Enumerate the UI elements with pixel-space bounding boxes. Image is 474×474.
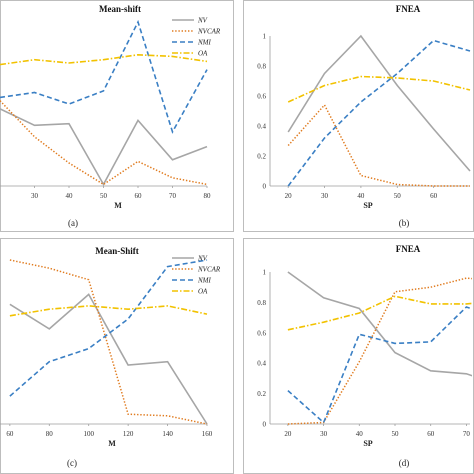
- legend-label-nmi: NMI: [197, 39, 212, 47]
- x-tick-label: 30: [321, 192, 329, 200]
- panel-caption: (b): [399, 218, 410, 228]
- x-tick-label: 140: [162, 430, 173, 438]
- x-tick-label: 80: [204, 192, 212, 200]
- y-tick-label: 0.4: [257, 360, 266, 368]
- x-tick-label: 30: [320, 430, 328, 438]
- series-line-oa: [287, 75, 471, 103]
- panel-caption: (c): [67, 458, 77, 468]
- x-tick-label: 20: [285, 192, 293, 200]
- x-tick-label: 40: [357, 192, 365, 200]
- series-line-nvcar: [0, 100, 208, 186]
- panel-border: [243, 238, 474, 474]
- y-tick-label: 0.2: [257, 390, 266, 398]
- x-tick-label: 160: [202, 430, 213, 438]
- x-tick-label: 60: [135, 192, 143, 200]
- series-line-nmi: [287, 39, 471, 187]
- y-tick-label: 0.2: [257, 153, 266, 161]
- y-tick-label: 1: [263, 269, 267, 277]
- series-line-nvcar: [287, 103, 470, 187]
- x-tick-label: 100: [83, 430, 94, 438]
- series-line-nmi: [0, 19, 208, 134]
- series-line-oa: [287, 295, 472, 331]
- y-tick-label: 0.8: [257, 63, 266, 71]
- series-line-nv: [287, 34, 471, 172]
- series-line-nv: [287, 271, 472, 377]
- x-tick-label: 40: [66, 192, 74, 200]
- x-tick-label: 120: [123, 430, 134, 438]
- x-tick-label: 60: [6, 430, 14, 438]
- series-line-oa: [9, 305, 208, 317]
- legend-label-nvcar: NVCAR: [197, 266, 221, 274]
- x-axis-label: SP: [363, 439, 372, 448]
- x-tick-label: 70: [463, 430, 471, 438]
- chart-title: FNEA: [396, 4, 421, 14]
- legend-label-oa: OA: [198, 50, 208, 58]
- series-line-nv: [0, 108, 208, 187]
- panel-c: Mean-Shift 60 80 100 120 140 160 M (c) NV NVCAR NMI…: [0, 238, 234, 474]
- x-tick-label: 50: [392, 430, 400, 438]
- x-tick-label: 50: [394, 192, 402, 200]
- legend-label-nv: NV: [197, 17, 208, 25]
- x-tick-label: 30: [31, 192, 39, 200]
- y-tick-label: 0.8: [257, 299, 266, 307]
- series-line-nmi: [287, 306, 472, 424]
- x-tick-label: 20: [284, 430, 292, 438]
- panel-border: [0, 238, 234, 474]
- panel-a: Mean-shift 30 40 50 60 70 80 M (a) NV NVCAR NMI OA: [0, 0, 234, 232]
- x-axis-label: M: [108, 439, 116, 448]
- x-tick-label: 40: [356, 430, 364, 438]
- y-tick-label: 0: [263, 421, 267, 429]
- series-line-nmi: [9, 259, 208, 397]
- panel-b: FNEA 20 30 40 50 60 0 0.2 0.4 0.6 0.8 1 SP (b): [243, 0, 474, 232]
- chart-title: FNEA: [396, 244, 421, 254]
- series-line-nvcar: [9, 259, 208, 425]
- y-tick-label: 0.6: [257, 93, 266, 101]
- x-axis-label: SP: [363, 201, 372, 210]
- panel-caption: (d): [399, 458, 410, 468]
- legend-label-oa: OA: [198, 288, 208, 296]
- series-line-oa: [0, 53, 208, 66]
- series-line-nvcar: [287, 277, 472, 425]
- panel-caption: (a): [68, 218, 78, 228]
- x-tick-label: 70: [169, 192, 177, 200]
- panel-d: FNEA 20 30 40 50 60 70 0 0.2 0.4 0.6 0.8 1 SP (d): [243, 238, 474, 474]
- series-line-nv: [9, 293, 208, 425]
- legend-label-nv: NV: [197, 255, 208, 263]
- legend-label-nmi: NMI: [197, 277, 212, 285]
- x-tick-label: 60: [430, 192, 438, 200]
- x-tick-label: 80: [46, 430, 54, 438]
- y-tick-label: 0: [263, 183, 267, 191]
- legend-label-nvcar: NVCAR: [197, 28, 221, 36]
- x-tick-label: 50: [100, 192, 108, 200]
- x-axis-label: M: [114, 201, 122, 210]
- panel-border: [0, 0, 234, 232]
- y-tick-label: 1: [263, 33, 267, 41]
- chart-title: Mean-shift: [99, 4, 141, 14]
- chart-title: Mean-Shift: [95, 246, 139, 256]
- x-tick-label: 60: [427, 430, 435, 438]
- y-tick-label: 0.6: [257, 329, 266, 337]
- y-tick-label: 0.4: [257, 123, 266, 131]
